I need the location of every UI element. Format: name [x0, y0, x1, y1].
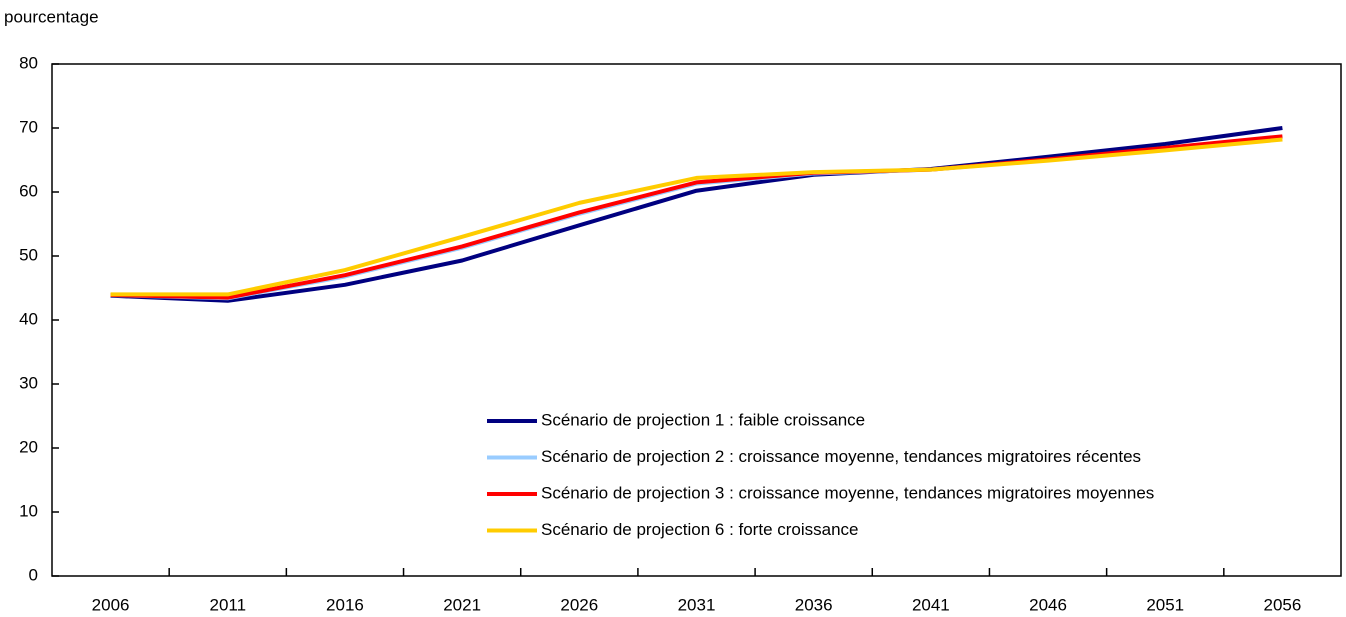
- y-tick-label: 10: [19, 501, 38, 520]
- x-tick-label: 2046: [1029, 595, 1067, 614]
- series-line: [110, 126, 1283, 303]
- x-tick-label: 2051: [1146, 595, 1184, 614]
- x-tick-label: 2006: [92, 595, 130, 614]
- series-line: [110, 134, 1283, 301]
- legend-label: Scénario de projection 1 : faible croiss…: [541, 410, 865, 429]
- y-tick-label: 0: [29, 565, 38, 584]
- x-tick-label: 2016: [326, 595, 364, 614]
- y-tick-label: 80: [19, 53, 38, 72]
- y-tick-label: 20: [19, 437, 38, 456]
- legend-label: Scénario de projection 3 : croissance mo…: [541, 483, 1154, 502]
- x-tick-label: 2041: [912, 595, 950, 614]
- legend-label: Scénario de projection 2 : croissance mo…: [541, 447, 1141, 466]
- x-tick-label: 2026: [560, 595, 598, 614]
- x-tick-label: 2036: [795, 595, 833, 614]
- x-tick-label: 2021: [443, 595, 481, 614]
- y-tick-label: 50: [19, 245, 38, 264]
- x-tick-label: 2031: [678, 595, 716, 614]
- series-line: [110, 137, 1283, 297]
- y-tick-label: 60: [19, 181, 38, 200]
- y-tick-label: 40: [19, 309, 38, 328]
- series-line: [110, 134, 1283, 300]
- y-axis-label: pourcentage: [4, 7, 99, 26]
- x-tick-label: 2056: [1263, 595, 1301, 614]
- y-tick-label: 70: [19, 117, 38, 136]
- legend-label: Scénario de projection 6 : forte croissa…: [541, 520, 859, 539]
- y-tick-label: 30: [19, 373, 38, 392]
- x-tick-label: 2011: [209, 595, 246, 614]
